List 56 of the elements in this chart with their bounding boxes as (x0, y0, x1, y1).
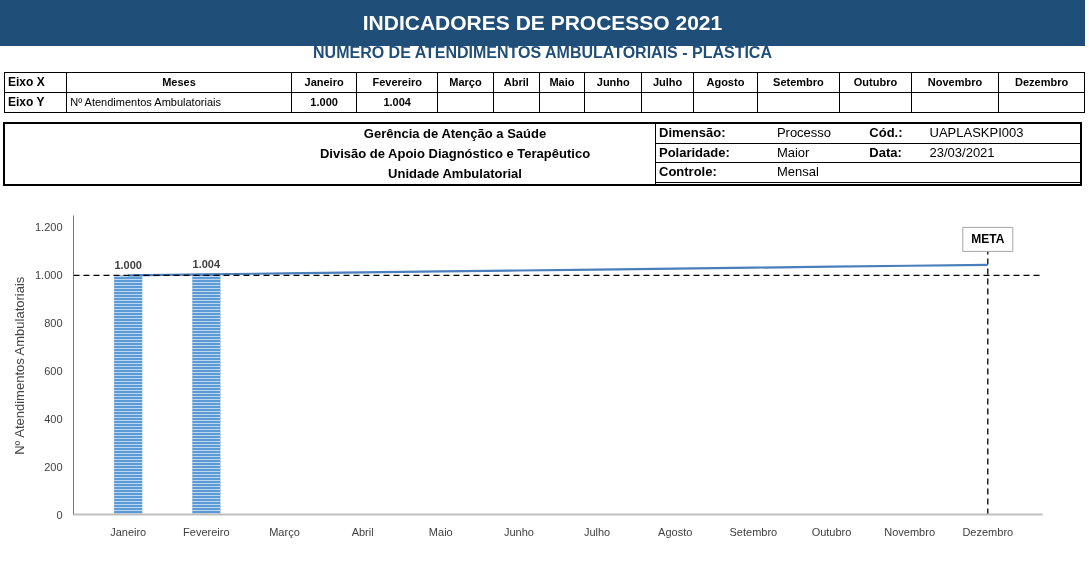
text: 1.004 (383, 95, 411, 108)
text: 1.000 (310, 95, 338, 108)
category-label: Dezembro (1015, 75, 1069, 88)
category-label: Agosto (706, 75, 745, 88)
x-tick-label: Março (269, 525, 300, 538)
y-tick-label: 0 (56, 508, 63, 521)
text: Eixo Y (4, 92, 67, 113)
category-label: Setembro (773, 75, 824, 88)
y-tick-label: 400 (44, 412, 63, 425)
category-label: Fevereiro (372, 75, 422, 88)
text: Mensal (775, 163, 820, 182)
x-tick-label: Junho (503, 525, 534, 538)
x-tick-label: Outubro (811, 525, 852, 538)
text: Maior (775, 143, 811, 162)
chart-subtitle: NÚMERO DE ATENDIMENTOS AMBULATORIAIS - PLÁSTICA (312, 43, 773, 63)
x-tick-label: Fevereiro (183, 525, 230, 538)
chart-title: INDICADORES DE PROCESSO 2021 (362, 11, 723, 34)
x-tick-label: Maio (428, 525, 453, 538)
x-tick-label: Setembro (729, 525, 778, 538)
text: 23/03/2021 (928, 143, 996, 162)
category-label: Junho (596, 75, 630, 88)
x-tick-label: Agosto (658, 525, 693, 538)
x-tick-label: Abril (351, 525, 374, 538)
x-tick-label: Julho (583, 525, 611, 538)
text: Gerência de Atenção a Saúde (362, 125, 548, 143)
text: Data: (868, 143, 903, 162)
y-tick-label: 1.200 (34, 221, 63, 234)
category-label: Outubro (853, 75, 898, 88)
data-label: 1.004 (192, 258, 221, 271)
y-tick-label: 600 (44, 364, 63, 377)
y-axis-title: Nº Atendimentos Ambulatoriais (11, 276, 27, 455)
text: Polaridade: (658, 143, 731, 162)
category-label: Novembro (927, 75, 983, 88)
text: Eixo X (4, 72, 67, 93)
ref-line-label: META (971, 232, 1005, 247)
y-tick-label: 200 (44, 460, 63, 473)
text: Unidade Ambulatorial (387, 165, 523, 183)
category-label: Abril (503, 75, 529, 88)
text: Dimensão: (658, 124, 727, 142)
text: Nº Atendimentos Ambulatoriais (66, 92, 292, 113)
x-tick-label: Janeiro (110, 525, 147, 538)
text: Controle: (658, 163, 718, 182)
y-tick-label: 800 (44, 317, 63, 330)
category-label: Maio (549, 75, 575, 88)
category-label: Julho (652, 75, 683, 88)
text: Cód.: (868, 124, 904, 142)
text: Meses (66, 72, 292, 93)
category-label: Março (449, 75, 482, 88)
text: UAPLASKPI003 (928, 124, 1025, 142)
category-label: Janeiro (304, 75, 344, 88)
text: Processo (775, 124, 833, 142)
x-tick-label: Novembro (884, 525, 936, 538)
data-label: 1.000 (114, 259, 142, 272)
y-tick-label: 1.000 (34, 269, 63, 282)
x-tick-label: Dezembro (962, 525, 1014, 538)
text: Divisão de Apoio Diagnóstico e Terapêutico (318, 145, 592, 163)
